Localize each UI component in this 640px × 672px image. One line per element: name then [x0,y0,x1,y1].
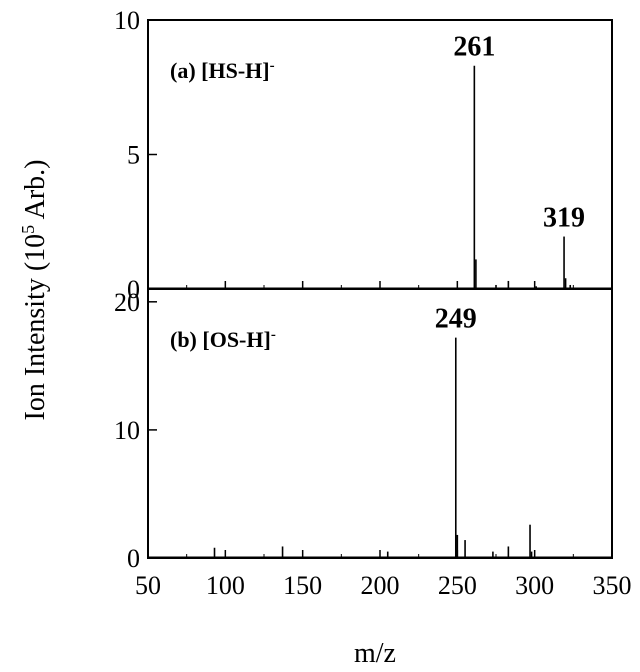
x-tick-label: 50 [135,571,161,600]
panel-a-label-main: (a) [HS-H] [170,58,270,83]
panel-b: 0 10 20 50 100 150 200 250 300 350 249 (b) [OS-H]- [114,288,632,600]
y-axis-label-suffix: Arb.) [20,160,51,225]
panel-b-label-superscript: - [271,327,276,343]
panel-a-peak-label: 261 [453,32,495,63]
panel-b-y-tick-label: 10 [114,416,140,445]
panel-b-label-main: (b) [OS-H] [170,327,271,352]
panel-a-y-tick-label: 10 [114,6,140,35]
panel-a-y-tick-label: 0 [127,275,140,304]
x-tick-label: 300 [515,571,554,600]
panel-a: 0 5 10 261 319 (a) [HS-H]- [114,6,613,304]
x-tick-label: 100 [206,571,245,600]
y-axis-label: Ion Intensity (105 Arb.) [18,160,51,421]
panel-b-y-tick-label: 20 [114,288,140,317]
y-axis-label-main: Ion Intensity (10 [20,234,51,421]
x-tick-label: 350 [593,571,632,600]
panel-b-y-tick-label: 0 [127,544,140,573]
panel-b-label: (b) [OS-H]- [170,327,276,352]
x-tick-label: 200 [361,571,400,600]
y-axis-label-superscript: 5 [18,225,38,234]
x-tick-label: 250 [438,571,477,600]
panel-b-peak-label: 249 [435,304,477,335]
panel-a-label-superscript: - [270,58,275,74]
panel-a-y-tick-label: 5 [127,141,140,170]
x-axis-label: m/z [354,638,396,669]
panel-a-label: (a) [HS-H]- [170,58,275,83]
x-tick-label: 150 [283,571,322,600]
panel-a-peak-label: 319 [543,203,585,234]
